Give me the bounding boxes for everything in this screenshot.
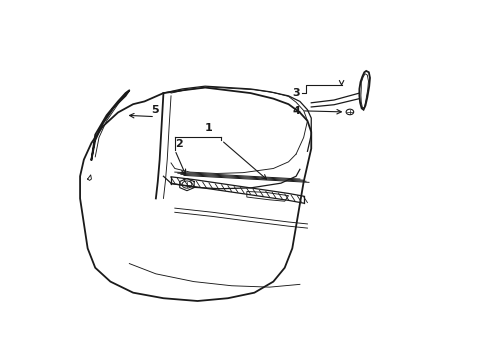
Text: 3: 3	[292, 88, 299, 98]
Text: 5: 5	[151, 105, 159, 115]
Text: 4: 4	[291, 106, 300, 116]
Text: 2: 2	[174, 139, 182, 149]
Text: 1: 1	[204, 123, 212, 133]
